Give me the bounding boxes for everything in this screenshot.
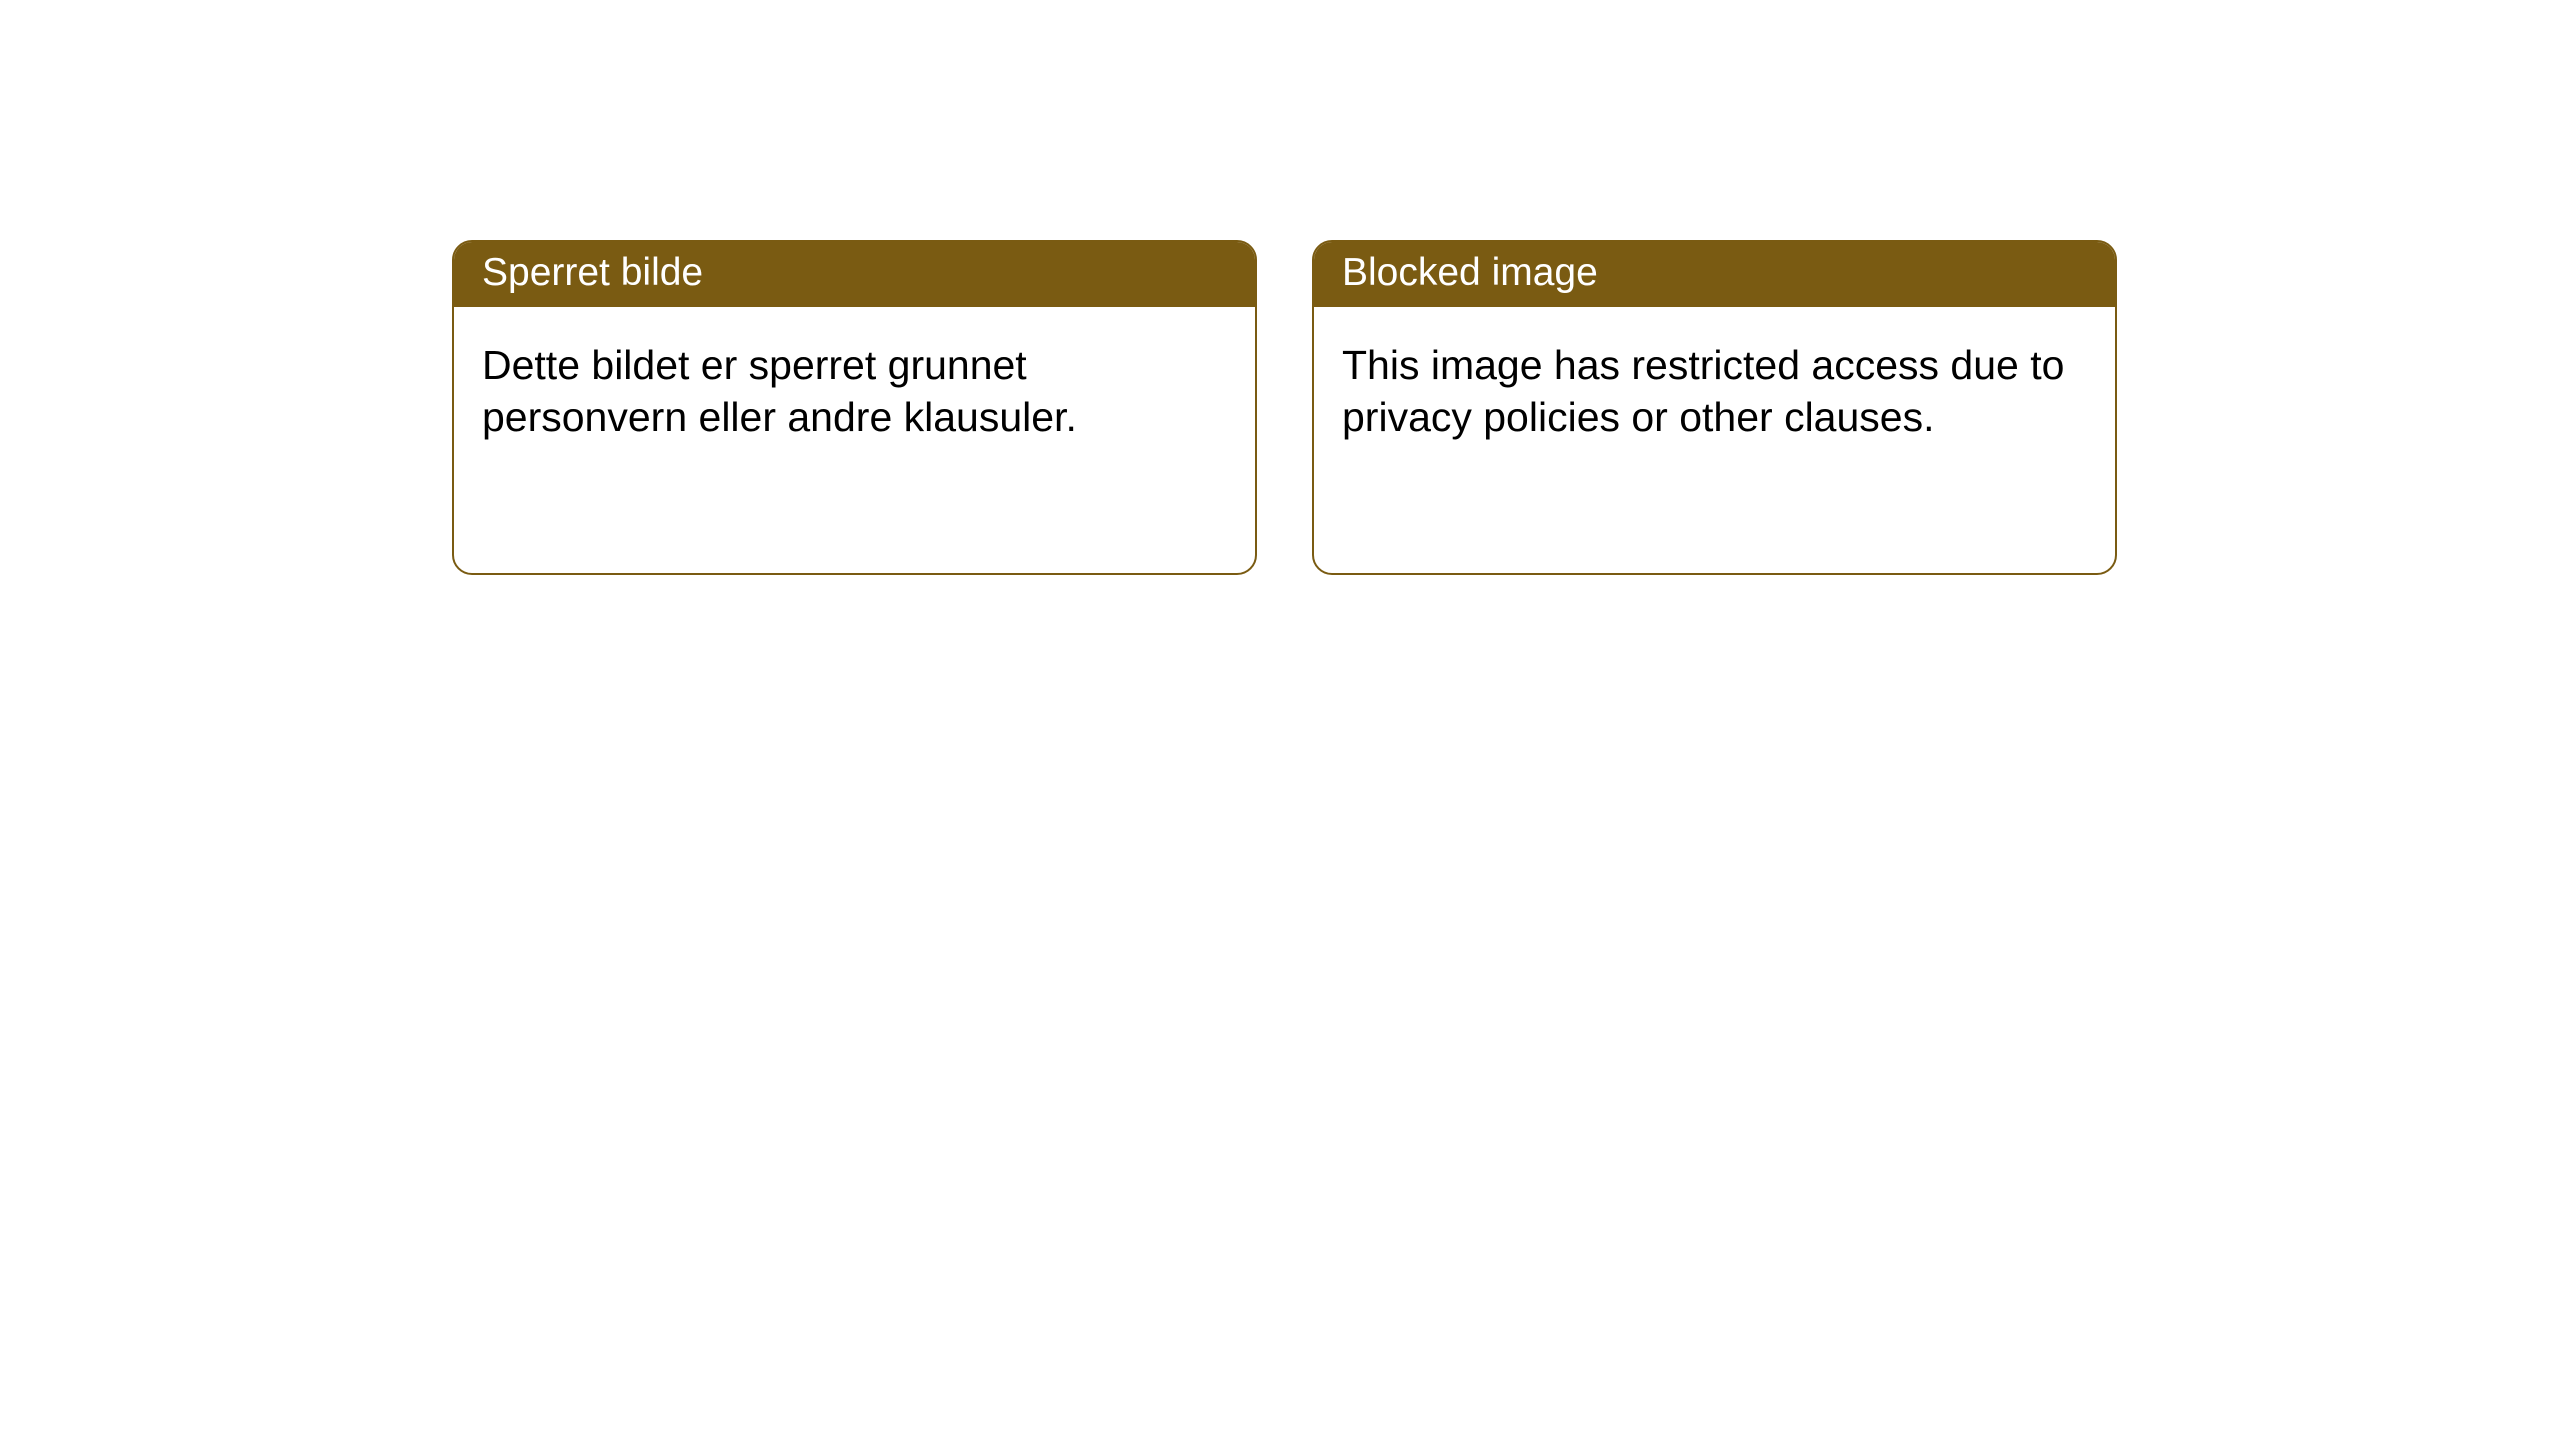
notice-card-body: This image has restricted access due to … [1314, 307, 2115, 475]
notice-card-header: Blocked image [1314, 242, 2115, 307]
notice-card-english: Blocked image This image has restricted … [1312, 240, 2117, 575]
notice-card-header: Sperret bilde [454, 242, 1255, 307]
notice-cards-row: Sperret bilde Dette bildet er sperret gr… [452, 240, 2117, 575]
notice-card-body: Dette bildet er sperret grunnet personve… [454, 307, 1255, 475]
notice-card-norwegian: Sperret bilde Dette bildet er sperret gr… [452, 240, 1257, 575]
